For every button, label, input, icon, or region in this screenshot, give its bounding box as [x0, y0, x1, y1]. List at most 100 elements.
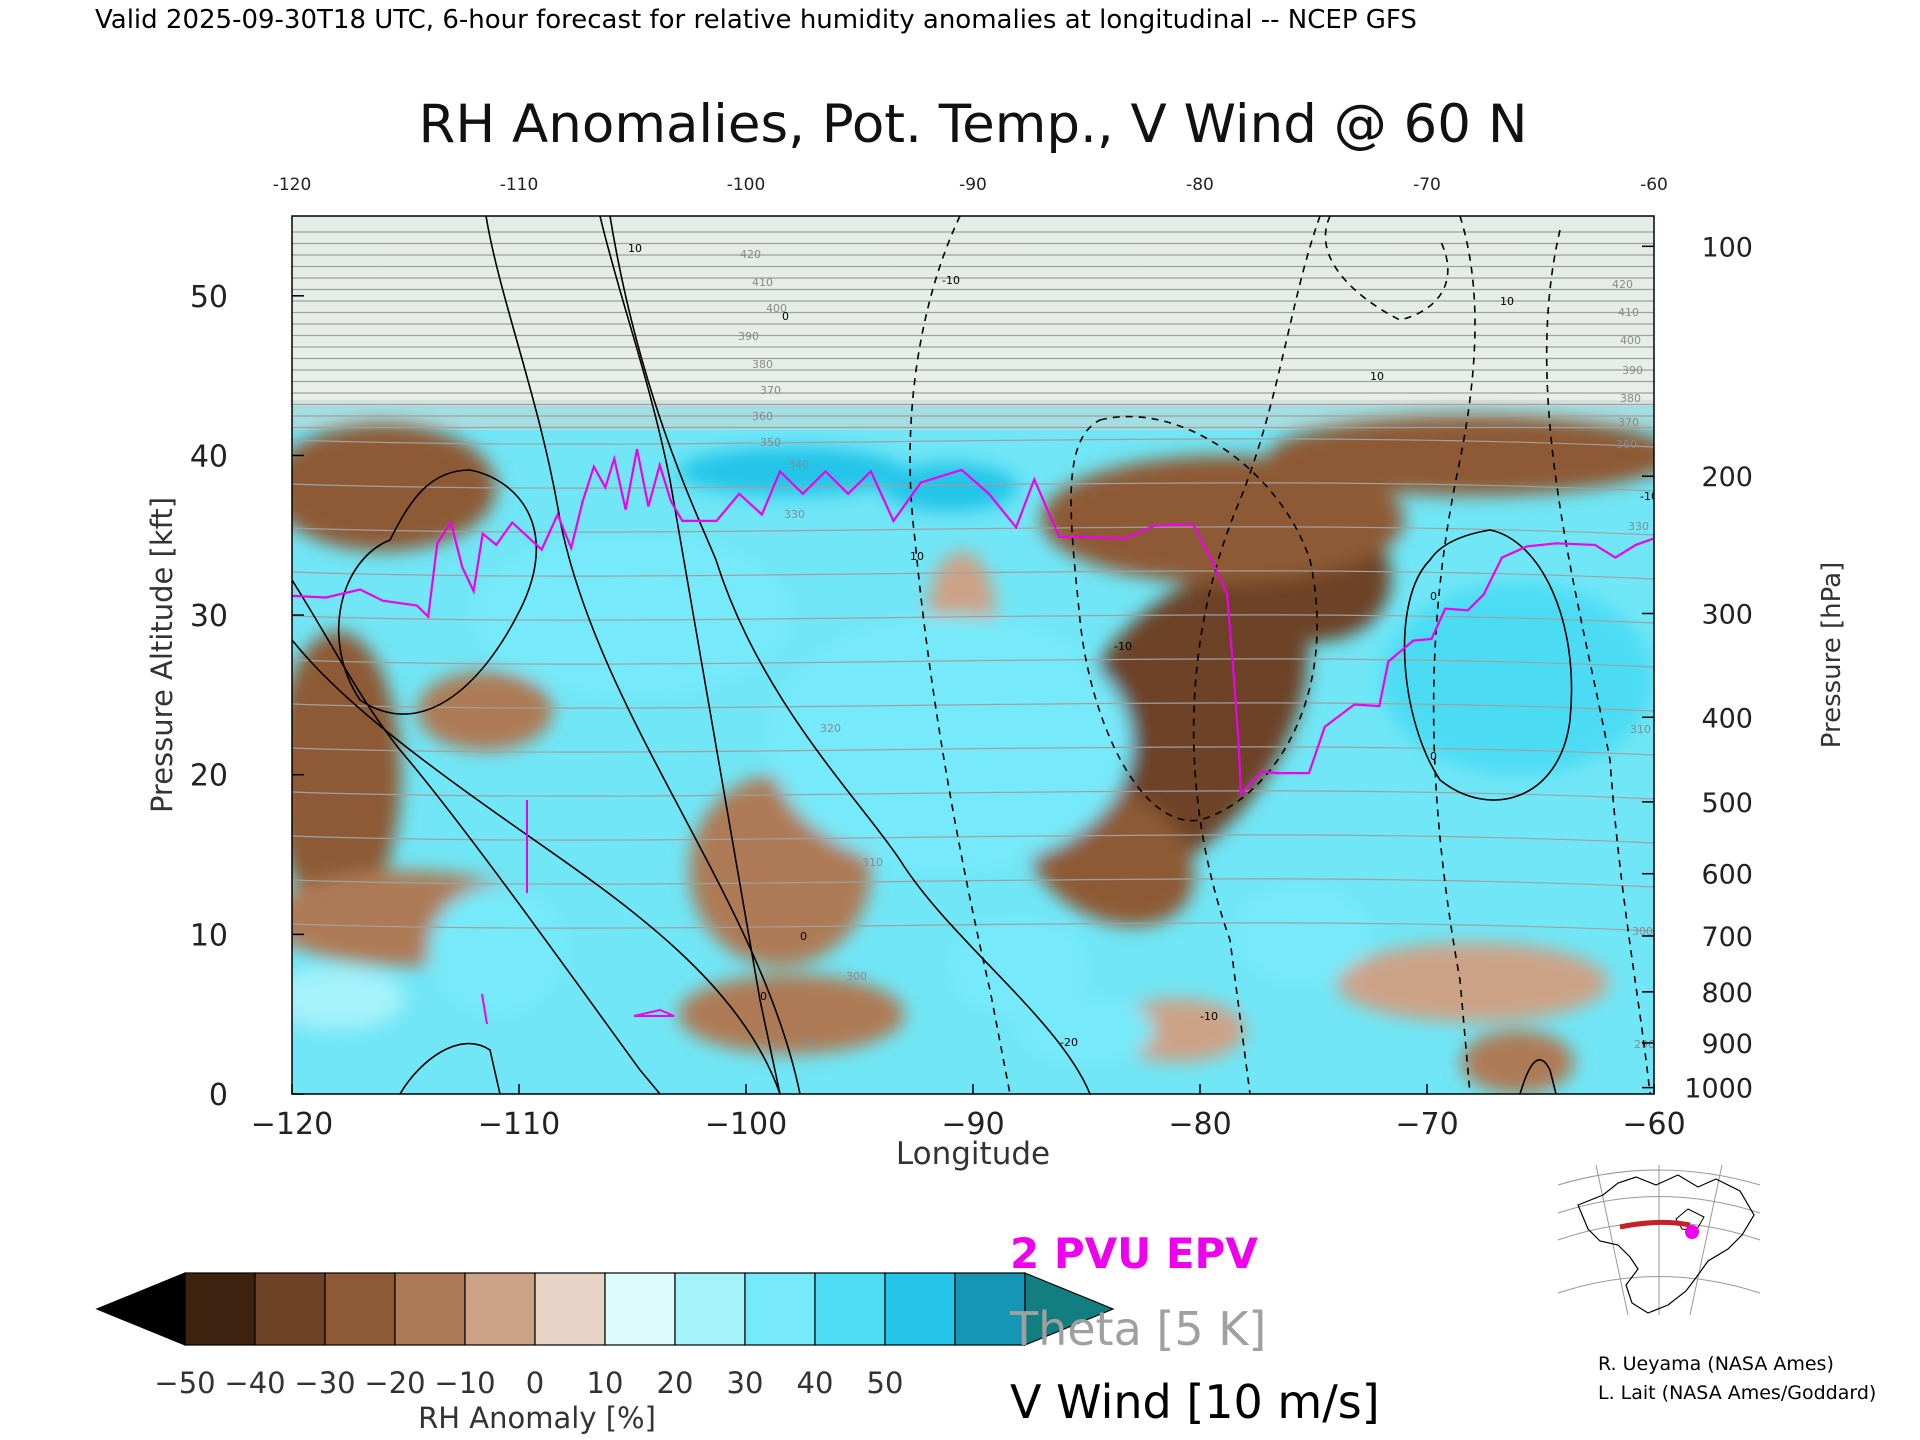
theta-line: [292, 658, 1654, 668]
colorbar-swatch: [884, 1272, 956, 1346]
theta-isentropes: 420 410 400 390 380 370 360 350 340 330 320 310 300 2…: [292, 231, 1654, 1051]
wind-contour: [909, 216, 1011, 1094]
rh-anomaly-region: [768, 615, 1132, 871]
colorbar-tick-label: 30: [727, 1366, 764, 1400]
wind-contour-label: 0: [782, 310, 789, 323]
x-tick-label: −60: [1622, 1107, 1685, 1142]
rh-anomaly-region: [1268, 415, 1654, 496]
x-axis-label: Longitude: [896, 1136, 1050, 1172]
x-axis: −120-120−110-110−100-100−90-90−80-80−70-…: [251, 175, 1686, 1142]
wind-contour: [292, 639, 781, 1094]
y-axis-right: 100 200 300 400 500 600 700 800 900 1000: [1642, 232, 1753, 1105]
wind-contour: [338, 469, 538, 715]
x-tick-label: −110: [478, 1107, 560, 1142]
x-tick-label-top: -100: [727, 175, 766, 195]
x-tick-label: −90: [941, 1107, 1004, 1142]
wind-contour-label: -10: [1660, 1070, 1678, 1083]
pressure-tick-label: 100: [1701, 232, 1753, 263]
theta-label: 360: [752, 410, 773, 423]
rh-anomaly-region: [292, 966, 406, 1031]
wind-contour: [609, 216, 1091, 1094]
rh-anomaly-region: [416, 670, 554, 751]
y-tick-label: 30: [190, 599, 228, 634]
pressure-tick-label: 800: [1701, 978, 1753, 1009]
colorbar-swatch: [744, 1272, 816, 1346]
x-tick-label: −100: [705, 1107, 787, 1142]
pressure-tick-label: 200: [1701, 462, 1753, 493]
colorbar-tick-label: −10: [434, 1366, 495, 1400]
rh-anomaly-field: [292, 415, 1654, 1094]
theta-label: 410: [1618, 306, 1639, 319]
colorbar-tick-label: 10: [587, 1366, 624, 1400]
theta-label: 420: [1612, 278, 1633, 291]
theta-label: 330: [784, 508, 805, 521]
wind-contour: [1403, 529, 1573, 801]
credit-line-2: L. Lait (NASA Ames/Goddard): [1598, 1382, 1877, 1404]
pressure-tick-label: 300: [1701, 599, 1753, 630]
pressure-tick-label: 600: [1701, 860, 1753, 891]
chart-title: RH Anomalies, Pot. Temp., V Wind @ 60 N: [419, 94, 1528, 155]
theta-label: 300: [1632, 925, 1653, 938]
theta-label: 330: [1628, 520, 1649, 533]
theta-label: 310: [862, 856, 883, 869]
theta-line: [292, 570, 1654, 580]
wind-contour: [485, 216, 801, 1094]
pressure-tick-label: 700: [1701, 922, 1753, 953]
wind-contour-label: 10: [628, 242, 642, 255]
x-tick-label-top: -120: [273, 175, 312, 195]
theta-label: 400: [1620, 334, 1641, 347]
theta-line: [292, 438, 1654, 448]
x-tick-label-top: -90: [959, 175, 987, 195]
theta-label: 360: [1616, 438, 1637, 451]
pressure-tick-label: 500: [1701, 788, 1753, 819]
theta-label: 310: [1630, 723, 1651, 736]
colorbar-swatch: [954, 1272, 1026, 1346]
pressure-tick-label: 400: [1701, 703, 1753, 734]
theta-label: 390: [738, 330, 759, 343]
theta-line: [292, 922, 1654, 932]
colorbar-tick-label: 0: [526, 1366, 544, 1400]
y-tick-label: 10: [190, 918, 228, 953]
colorbar-low-arrow: [95, 1272, 186, 1346]
colorbar-tick-label: 20: [657, 1366, 694, 1400]
x-tick-label: −120: [251, 1107, 333, 1142]
wind-contour-label: -10: [1640, 490, 1658, 503]
pv-fragment: [481, 800, 675, 1025]
wind-contour-label: 0: [800, 930, 807, 943]
colorbar-swatch: [254, 1272, 326, 1346]
theta-line: [292, 482, 1654, 492]
wind-contour-label: 10: [1370, 370, 1384, 383]
y-tick-label: 20: [190, 759, 228, 794]
x-tick-label-top: -110: [500, 175, 539, 195]
rh-anomaly-region: [1041, 455, 1405, 584]
theta-label: 370: [1618, 416, 1639, 429]
y-axis-label-left: Pressure Altitude [kft]: [145, 497, 179, 813]
rh-anomaly-region: [1336, 942, 1609, 1023]
legend: 2 PVU EPV Theta [5 K] V Wind [10 m/s]: [1009, 1229, 1380, 1429]
pressure-tick-label: 1000: [1684, 1074, 1753, 1105]
wind-contour: [1432, 216, 1476, 1094]
valid-line: Valid 2025-09-30T18 UTC, 6-hour forecast…: [95, 5, 1417, 35]
wind-contour: [399, 1042, 501, 1094]
section-line: [1619, 1219, 1691, 1230]
colorbar-swatch: [324, 1272, 396, 1346]
colorbar-tick-label: 40: [797, 1366, 834, 1400]
wind-contour-label: 10: [910, 550, 924, 563]
colorbar-swatch: [464, 1272, 536, 1346]
wind-contour: [599, 216, 781, 1094]
x-tick-label-top: -70: [1413, 175, 1441, 195]
wind-contour: [1192, 216, 1321, 1094]
colorbar-swatch: [534, 1272, 606, 1346]
rh-anomaly-region: [950, 918, 1087, 1015]
legend-theta: Theta [5 K]: [1009, 1302, 1266, 1356]
theta-label: 340: [788, 458, 809, 471]
x-tick-label-top: -80: [1186, 175, 1214, 195]
rh-anomaly-region: [677, 447, 905, 496]
rh-anomaly-region: [473, 535, 792, 695]
colorbar-swatch: [184, 1272, 256, 1346]
colorbar-swatch: [814, 1272, 886, 1346]
colorbar-swatch: [674, 1272, 746, 1346]
theta-label: 380: [1620, 392, 1641, 405]
y-tick-label: 0: [209, 1078, 228, 1113]
theta-line: [292, 746, 1654, 756]
